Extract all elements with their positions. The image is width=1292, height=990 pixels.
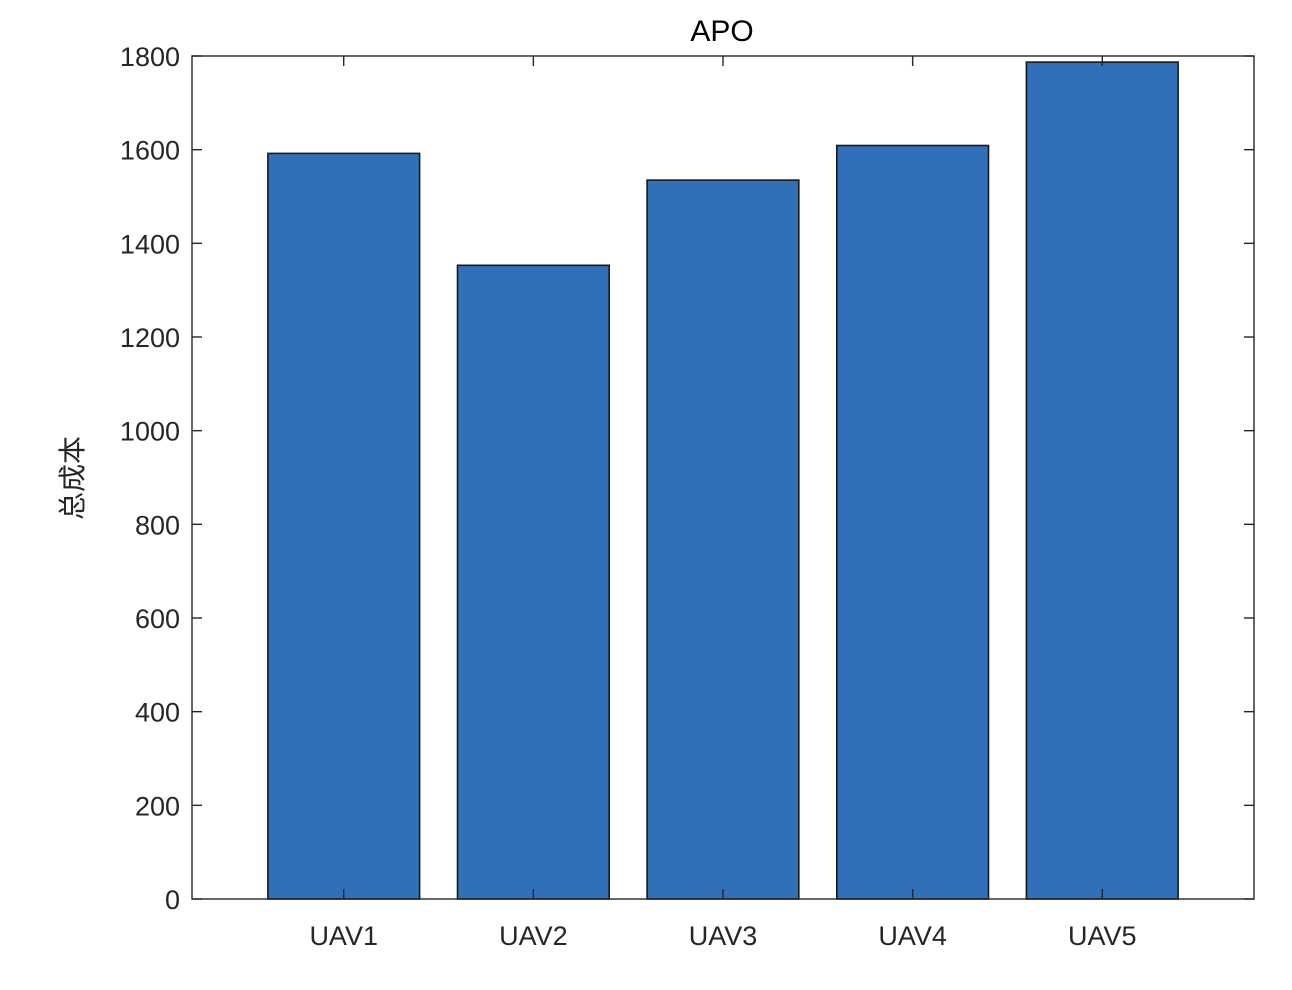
y-tick-label: 1000 xyxy=(120,417,180,447)
y-tick-label: 1200 xyxy=(120,323,180,353)
bar-uav5 xyxy=(1025,61,1179,900)
chart-title: APO xyxy=(690,15,753,48)
y-tick-label: 1800 xyxy=(120,42,180,72)
y-tick-label: 1600 xyxy=(120,136,180,166)
y-tick-label: 400 xyxy=(135,698,180,728)
y-tick-label: 800 xyxy=(135,510,180,540)
y-tick-label: 0 xyxy=(165,885,180,915)
x-tick-label-uav3: UAV3 xyxy=(689,921,758,951)
plot-area: 0 200 400 600 800 1000 1200 1400 1600 1800 UAV1 UAV… xyxy=(120,42,1255,951)
bar-uav2 xyxy=(456,264,610,900)
x-tick-label-uav1: UAV1 xyxy=(309,921,378,951)
x-tick-label-uav4: UAV4 xyxy=(878,921,947,951)
y-tick-label: 1400 xyxy=(120,229,180,259)
y-tick-label: 600 xyxy=(135,604,180,634)
x-tick-label-uav5: UAV5 xyxy=(1068,921,1137,951)
bar-uav1 xyxy=(267,152,421,900)
bar-uav4 xyxy=(835,144,990,900)
bar-uav3 xyxy=(646,179,800,900)
y-axis-label: 总成本 xyxy=(56,436,89,520)
y-tick-label: 200 xyxy=(135,791,180,821)
x-tick-label-uav2: UAV2 xyxy=(499,921,568,951)
